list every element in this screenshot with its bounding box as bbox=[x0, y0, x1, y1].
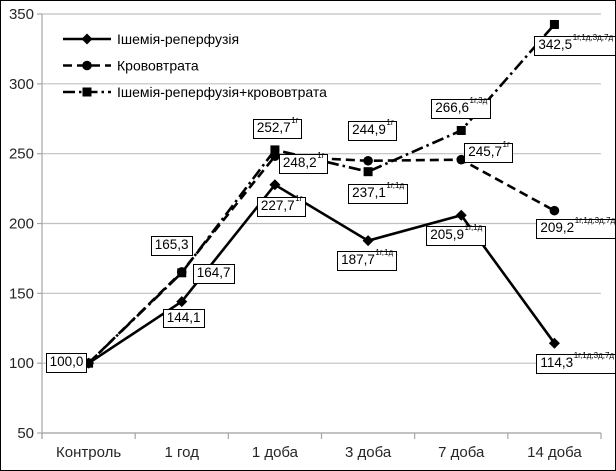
data-label-superscript: 1г,1д,3д,7д bbox=[573, 351, 615, 361]
data-label: 100,0 bbox=[45, 353, 88, 374]
data-label-superscript: 1г,1д bbox=[464, 223, 483, 233]
data-label-value: 342,5 bbox=[538, 37, 573, 53]
point-marker-square bbox=[270, 145, 280, 155]
data-label-value: 164,7 bbox=[196, 264, 231, 280]
point-marker-diamond bbox=[455, 209, 467, 221]
legend-marker-circle bbox=[82, 60, 92, 71]
y-axis-label: 100 bbox=[9, 355, 34, 372]
data-label: 187,71г,1д bbox=[337, 247, 397, 271]
point-marker-square bbox=[177, 268, 187, 278]
data-label: 114,31г,1д,3д,7д bbox=[536, 351, 615, 375]
data-label-superscript: 1г,1д,3д,7д bbox=[574, 215, 616, 225]
point-marker-square bbox=[456, 125, 466, 135]
data-label-value: 252,7 bbox=[256, 119, 291, 135]
data-label-superscript: 1г bbox=[291, 115, 299, 125]
data-label-value: 244,9 bbox=[352, 121, 386, 137]
point-marker-circle bbox=[549, 205, 560, 216]
data-label-value: 245,7 bbox=[468, 143, 503, 159]
data-label: 227,71г bbox=[256, 193, 307, 217]
series-line-square bbox=[87, 23, 556, 365]
series-line-diamond bbox=[87, 183, 556, 365]
data-label-value: 237,1 bbox=[352, 184, 386, 200]
data-label: 144,1 bbox=[162, 308, 205, 329]
data-label-superscript: 1г bbox=[502, 139, 510, 149]
x-axis-label: 1 доба bbox=[252, 444, 299, 461]
x-axis-label: 3 доба bbox=[345, 444, 392, 461]
data-label-value: 144,1 bbox=[166, 309, 201, 325]
y-axis-label: 200 bbox=[9, 216, 34, 233]
data-label-superscript: 1г bbox=[317, 151, 325, 161]
data-label-value: 209,2 bbox=[540, 219, 575, 235]
data-label-value: 205,9 bbox=[430, 227, 465, 243]
point-marker-circle bbox=[363, 155, 373, 166]
point-marker-square bbox=[84, 358, 94, 368]
data-label: 248,21г bbox=[278, 151, 329, 175]
data-label-superscript: 1г,3д bbox=[469, 96, 488, 106]
legend-item-label: Крововтрата bbox=[117, 58, 199, 74]
x-axis-label: 1 год bbox=[165, 444, 200, 461]
data-label: 164,7 bbox=[192, 263, 235, 284]
data-label-value: 187,7 bbox=[341, 251, 375, 267]
legend-item-label: Ішемія-реперфузія bbox=[117, 31, 239, 47]
data-label: 266,61г,3д bbox=[431, 96, 491, 120]
point-marker-diamond bbox=[176, 296, 188, 308]
point-marker-square bbox=[363, 167, 373, 177]
y-axis-label: 250 bbox=[9, 146, 34, 163]
y-axis-label: 50 bbox=[17, 425, 34, 442]
legend-item-label: Ішемія-реперфузія+крововтрата bbox=[117, 84, 327, 100]
point-marker-diamond bbox=[362, 235, 374, 247]
data-label: 252,71г bbox=[252, 115, 303, 139]
data-label: 237,11г,1д bbox=[348, 180, 408, 204]
data-label: 245,71г bbox=[464, 139, 514, 163]
data-label: 209,21г,1д,3д,7д bbox=[536, 215, 616, 239]
legend-marker-square bbox=[82, 87, 92, 97]
data-label: 205,91г,1д bbox=[426, 223, 486, 247]
point-marker-diamond bbox=[269, 179, 281, 191]
x-axis-label: Контроль bbox=[56, 444, 121, 461]
legend-marker-diamond bbox=[81, 33, 93, 45]
x-axis-label: 14 доба bbox=[527, 444, 582, 461]
data-label-value: 248,2 bbox=[282, 155, 317, 171]
data-label: 342,51г,1д,3д,7д bbox=[534, 33, 615, 57]
data-label: 244,91г bbox=[348, 117, 398, 141]
point-marker-diamond bbox=[548, 337, 560, 349]
data-label-superscript: 1г,1д bbox=[386, 180, 405, 190]
x-axis-label: 7 доба bbox=[438, 444, 485, 461]
data-label-superscript: 1г,1д bbox=[375, 247, 394, 257]
data-label-value: 227,7 bbox=[260, 197, 295, 213]
y-axis-label: 350 bbox=[9, 6, 34, 23]
data-label-superscript: 1г bbox=[386, 117, 394, 127]
point-marker-circle bbox=[456, 154, 467, 165]
series-line-circle bbox=[87, 154, 556, 365]
data-label-superscript: 1г,1д,3д,7д bbox=[572, 33, 614, 43]
y-axis-label: 150 bbox=[9, 285, 34, 302]
data-label-value: 266,6 bbox=[435, 100, 470, 116]
data-label: 165,3 bbox=[150, 235, 193, 256]
data-label-value: 165,3 bbox=[154, 236, 189, 252]
data-label-value: 100,0 bbox=[49, 354, 84, 370]
data-label-value: 114,3 bbox=[540, 355, 574, 371]
y-axis-label: 300 bbox=[9, 76, 34, 93]
point-marker-square bbox=[549, 19, 559, 29]
data-label-superscript: 1г bbox=[295, 193, 303, 203]
